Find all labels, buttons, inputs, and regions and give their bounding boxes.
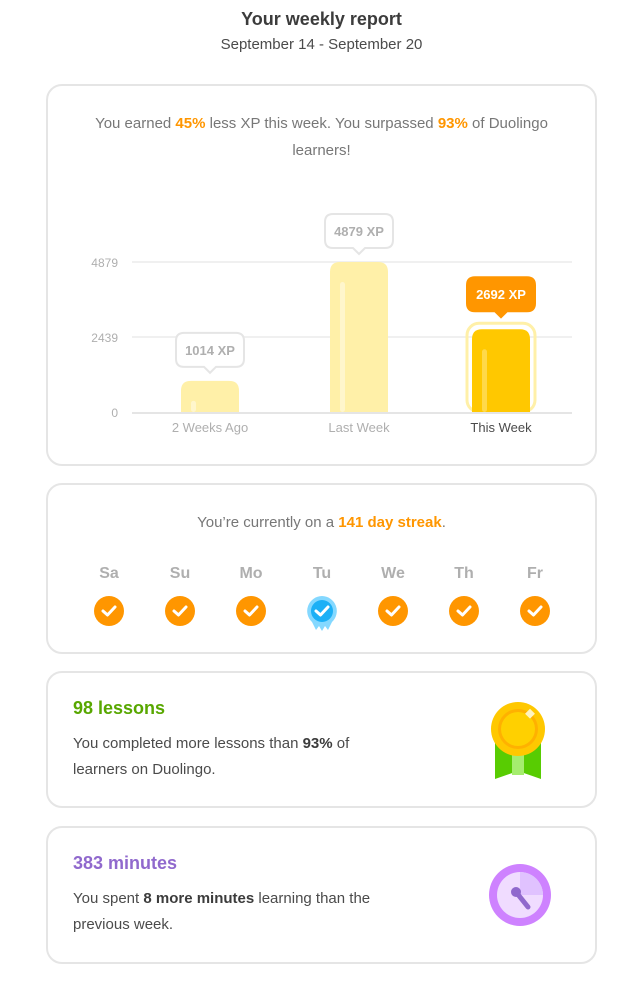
xp-message: You earned 45% less XP this week. You su… [95, 115, 548, 159]
x-tick-label: 2 Weeks Ago [172, 420, 248, 435]
y-tick-label: 4879 [91, 256, 118, 270]
check-circle-icon [165, 596, 195, 626]
x-tick-label: Last Week [328, 420, 390, 435]
page-title: Your weekly report [241, 9, 402, 29]
minutes-text: You spent 8 more minutes learning than t… [73, 890, 371, 933]
day-label: Fr [527, 565, 543, 582]
bar-shine [482, 349, 487, 412]
streak-card: You’re currently on a 141 day streak. Sa… [46, 483, 597, 654]
check-circle-icon [378, 596, 408, 626]
xp-bar [181, 380, 239, 412]
xp-bar [330, 262, 388, 412]
streak-day: Th [439, 565, 489, 636]
xp-chart: 0 2439 4879 1014 XP 2 Weeks Ago 4879 XP Last W… [91, 213, 572, 435]
xp-tooltip [466, 276, 536, 319]
day-label: Sa [99, 565, 119, 582]
streak-message: You’re currently on a 141 day streak. [197, 514, 446, 531]
streak-day: Sa [84, 565, 134, 636]
minutes-card: 383 minutes You spent 8 more minutes lea… [46, 826, 597, 964]
day-label: Tu [312, 565, 332, 582]
y-tick-label: 0 [111, 406, 118, 420]
clock-icon [489, 864, 551, 926]
xp-tooltip [175, 331, 245, 375]
streak-day: Fr [510, 565, 560, 636]
xp-data-label: 1014 XP [185, 343, 235, 358]
streak-day: Su [155, 565, 205, 636]
minutes-title: 383 minutes [73, 853, 178, 873]
day-label: Th [454, 565, 474, 582]
xp-card: You earned 45% less XP this week. You su… [46, 84, 597, 466]
xp-tooltip [324, 213, 394, 256]
day-label: Mo [239, 565, 263, 582]
check-circle-icon [449, 596, 479, 626]
xp-data-label: 4879 XP [334, 224, 384, 239]
lessons-title: 98 lessons [73, 698, 166, 718]
streak-day: Mo [226, 565, 276, 636]
xp-data-label: 2692 XP [476, 287, 526, 302]
date-range: September 14 - September 20 [220, 36, 423, 53]
y-tick-label: 2439 [91, 331, 118, 345]
check-circle-icon [520, 596, 550, 626]
lessons-text: You completed more lessons than 93% of l… [73, 735, 350, 778]
streak-freeze-icon [307, 596, 337, 631]
check-circle-icon [94, 596, 124, 626]
day-label: We [381, 565, 405, 582]
bar-shine [191, 400, 196, 412]
xp-bar [472, 329, 530, 412]
streak-days: Sa Su Mo Tu We Th Fr [84, 565, 560, 636]
lessons-card: 98 lessons You completed more lessons th… [46, 671, 597, 808]
bar-shine [340, 282, 345, 412]
streak-day: Tu [297, 565, 347, 636]
day-label: Su [169, 565, 191, 582]
medal-icon [491, 702, 545, 779]
x-tick-label: This Week [470, 420, 532, 435]
check-circle-icon [236, 596, 266, 626]
streak-day: We [368, 565, 418, 636]
